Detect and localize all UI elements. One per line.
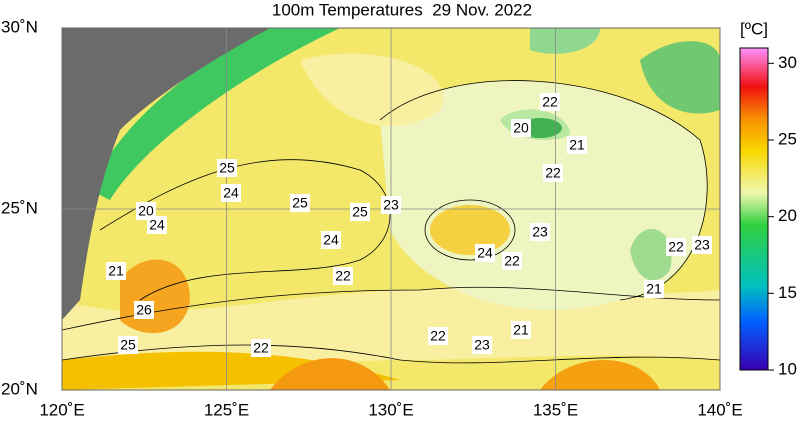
contour-label-box	[666, 238, 686, 256]
contour-label: 21	[646, 281, 662, 297]
colorbar-label: [ºC]	[740, 19, 768, 38]
contour-label-box	[511, 119, 531, 137]
contour-label-box	[567, 136, 587, 154]
contour-label-box	[118, 336, 138, 354]
contour-label: 20	[138, 203, 154, 219]
colorbar-tick-label: 20	[778, 206, 797, 225]
contour-label-box	[543, 164, 563, 182]
contour-label: 22	[253, 340, 269, 356]
contour-label: 23	[383, 197, 399, 213]
contour-label-box	[502, 252, 522, 270]
contour-label-box	[692, 236, 712, 254]
contour-label-box	[221, 184, 241, 202]
contour-label: 25	[120, 337, 136, 353]
contour-label: 24	[477, 245, 493, 261]
contour-label: 22	[542, 94, 558, 110]
contour-label-box	[350, 203, 370, 221]
contour-label-box	[147, 216, 167, 234]
contour-label-box	[251, 339, 271, 357]
contour-label-box	[530, 223, 550, 241]
x-tick-label: 135˚E	[533, 400, 578, 419]
colorbar-tick-label: 10	[778, 359, 797, 378]
contour-label-box	[321, 231, 341, 249]
x-tick-label: 120˚E	[39, 400, 84, 419]
contour-label: 21	[108, 263, 124, 279]
x-tick-label: 125˚E	[204, 400, 249, 419]
x-tick-label: 140˚E	[697, 400, 742, 419]
x-tick-label: 130˚E	[368, 400, 413, 419]
contour-label: 24	[323, 232, 339, 248]
contour-label: 20	[513, 120, 529, 136]
contour-label: 22	[545, 165, 561, 181]
contour-label: 22	[430, 328, 446, 344]
contour-label-box	[217, 159, 237, 177]
y-tick-label: 20˚N	[1, 379, 38, 398]
colorbar	[739, 47, 769, 371]
contour-label: 23	[474, 337, 490, 353]
contour-label-box	[540, 93, 560, 111]
contour-label: 25	[292, 195, 308, 211]
y-tick-label: 25˚N	[1, 198, 38, 217]
contour-label-box	[134, 301, 154, 319]
contour-label: 21	[569, 137, 585, 153]
contour-label-box	[333, 267, 353, 285]
colorbar-tick-label: 25	[778, 129, 797, 148]
title: 100m Temperatures 29 Nov. 2022	[272, 0, 532, 19]
contour-label-box	[472, 336, 492, 354]
contour-label: 25	[352, 204, 368, 220]
contour-label-box	[428, 327, 448, 345]
contour-label: 23	[532, 224, 548, 240]
contour-label: 22	[668, 239, 684, 255]
colorbar-tick-label: 30	[778, 53, 797, 72]
contour-label: 22	[335, 268, 351, 284]
contour-label-box	[511, 321, 531, 339]
contour-label: 25	[219, 160, 235, 176]
contour-label-box	[290, 194, 310, 212]
contour-label: 26	[136, 302, 152, 318]
contour-label-box	[136, 202, 156, 220]
colorbar-tick-label: 15	[778, 283, 797, 302]
contour-label-box	[644, 280, 664, 298]
y-tick-label: 30˚N	[1, 17, 38, 36]
contour-label: 22	[504, 253, 520, 269]
contour-label-box	[381, 196, 401, 214]
contour-label: 24	[223, 185, 239, 201]
contour-label-box	[475, 244, 495, 262]
contour-label-box	[106, 262, 126, 280]
contour-label: 24	[149, 217, 165, 233]
contour-label: 21	[513, 322, 529, 338]
contour-label: 23	[694, 237, 710, 253]
